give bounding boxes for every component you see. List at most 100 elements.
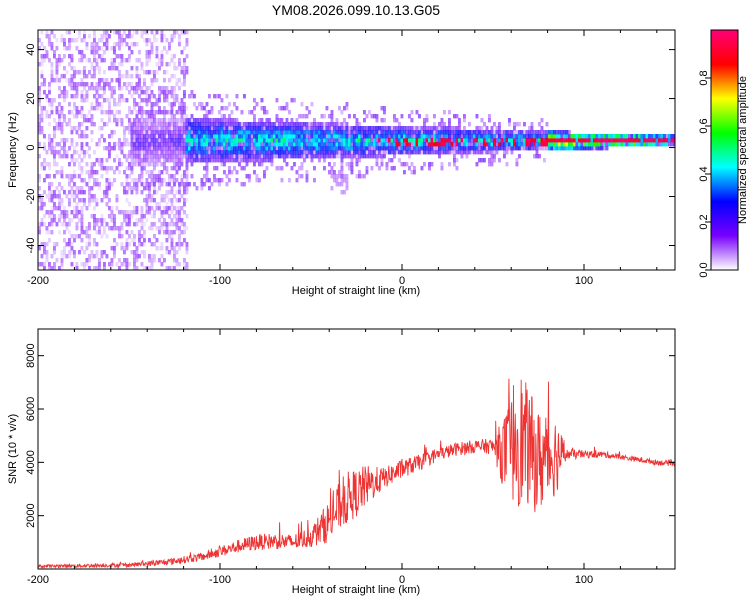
spectrogram-cell: [385, 142, 389, 147]
spectrogram-cell: [140, 250, 144, 255]
spectrogram-cell: [260, 142, 264, 147]
spectrogram-cell: [185, 262, 189, 267]
spectrogram-cell: [125, 138, 129, 143]
spectrogram-cell: [350, 134, 354, 139]
spectrogram-cell: [78, 134, 81, 139]
spectrogram-cell: [173, 246, 176, 251]
spectrogram-cell: [468, 142, 471, 147]
spectrogram-cell: [185, 70, 189, 75]
spectrogram-cell: [148, 130, 151, 135]
spectrogram-cell: [128, 150, 131, 155]
spectrogram-cell: [425, 138, 429, 143]
spectrogram-cell: [63, 118, 66, 123]
spectrogram-cell: [280, 134, 284, 139]
spectrogram-cell: [458, 130, 461, 135]
spectrogram-cell: [135, 134, 139, 139]
spectrogram-cell: [80, 90, 84, 95]
spectrogram-cell: [123, 218, 126, 223]
spectrogram-cell: [150, 150, 154, 155]
spectrogram-cell: [138, 234, 141, 239]
spectrogram-cell: [160, 110, 164, 115]
spectrogram-cell: [133, 266, 136, 270]
spectrogram-cell: [263, 146, 266, 151]
spectrogram-cell: [290, 98, 294, 103]
spectrogram-cell: [58, 142, 61, 147]
spectrogram-cell: [580, 142, 584, 147]
spectrogram-cell: [133, 250, 136, 255]
spectrogram-cell: [323, 158, 326, 163]
spectrogram-cell: [550, 146, 554, 151]
spectrogram-cell: [268, 158, 271, 163]
spectrogram-cell: [165, 150, 169, 155]
spectrogram-cell: [293, 134, 296, 139]
spectrogram-cell: [138, 238, 141, 243]
spectrogram-cell: [80, 142, 84, 147]
spectrogram-cell: [148, 142, 151, 147]
spectrogram-cell: [230, 118, 234, 123]
spectrogram-cell: [490, 130, 494, 135]
spectrogram-cell: [100, 118, 104, 123]
spectrogram-cell: [55, 170, 59, 175]
spectrogram-cell: [123, 134, 126, 139]
spectrogram-cell: [545, 146, 549, 151]
spectrogram-cell: [175, 134, 179, 139]
spectrogram-cell: [453, 146, 456, 151]
spectrogram-cell: [163, 210, 166, 215]
spectrogram-cell: [175, 158, 179, 163]
spectrogram-cell: [85, 150, 89, 155]
spectrogram-cell: [630, 134, 634, 139]
spectrogram-cell: [88, 58, 91, 63]
spectrogram-cell: [183, 94, 186, 99]
spectrogram-cell: [40, 222, 44, 227]
spectrogram-cell: [398, 146, 401, 151]
spectrogram-cell: [485, 146, 489, 151]
spectrogram-cell: [40, 70, 44, 75]
spectrogram-cell: [160, 222, 164, 227]
spectrogram-cell: [130, 86, 134, 91]
spectrogram-cell: [185, 266, 189, 270]
spectrogram-cell: [143, 238, 146, 243]
spectrogram-cell: [53, 206, 56, 211]
spectrogram-cell: [113, 146, 116, 151]
spectrogram-cell: [80, 246, 84, 251]
spectrogram-cell: [365, 142, 369, 147]
spectrogram-cell: [170, 146, 174, 151]
spectrogram-cell: [278, 122, 281, 127]
spectrogram-cell: [85, 162, 89, 167]
spectrogram-cell: [100, 110, 104, 115]
spectrogram-cell: [110, 214, 114, 219]
spectrogram-cell: [170, 114, 174, 119]
spectrogram-cell: [148, 94, 151, 99]
spectrogram-cell: [40, 114, 44, 119]
spectrogram-cell: [318, 134, 321, 139]
spectrogram-cell: [85, 242, 89, 247]
spectrogram-cell: [48, 186, 51, 191]
spectrogram-cell: [373, 150, 376, 155]
spectrogram-cell: [498, 130, 501, 135]
spectrogram-cell: [418, 126, 421, 131]
spectrogram-cell: [363, 174, 366, 179]
spectrogram-cell: [63, 230, 66, 235]
spectrogram-cell: [403, 138, 406, 143]
spectrogram-cell: [225, 182, 229, 187]
spectrogram-cell: [328, 122, 331, 127]
spectrogram-cell: [168, 214, 171, 219]
spectrogram-cell: [310, 134, 314, 139]
spectrogram-cell: [185, 150, 189, 155]
spectrogram-cell: [148, 138, 151, 143]
spectrogram-cell: [108, 262, 111, 267]
spectrogram-cell: [100, 54, 104, 59]
spectrogram-cell: [148, 162, 151, 167]
spectrogram-cell: [120, 86, 124, 91]
spectrogram-cell: [115, 242, 119, 247]
spectrogram-cell: [508, 142, 511, 147]
spectrogram-cell: [423, 126, 426, 131]
spectrogram-cell: [385, 150, 389, 155]
spectrogram-cell: [40, 202, 44, 207]
spectrogram-cell: [205, 118, 209, 123]
spectrogram-cell: [435, 142, 439, 147]
spectrogram-cell: [210, 146, 214, 151]
spectrogram-cell: [125, 70, 129, 75]
spectrogram-cell: [50, 150, 54, 155]
spectrogram-cell: [53, 194, 56, 199]
